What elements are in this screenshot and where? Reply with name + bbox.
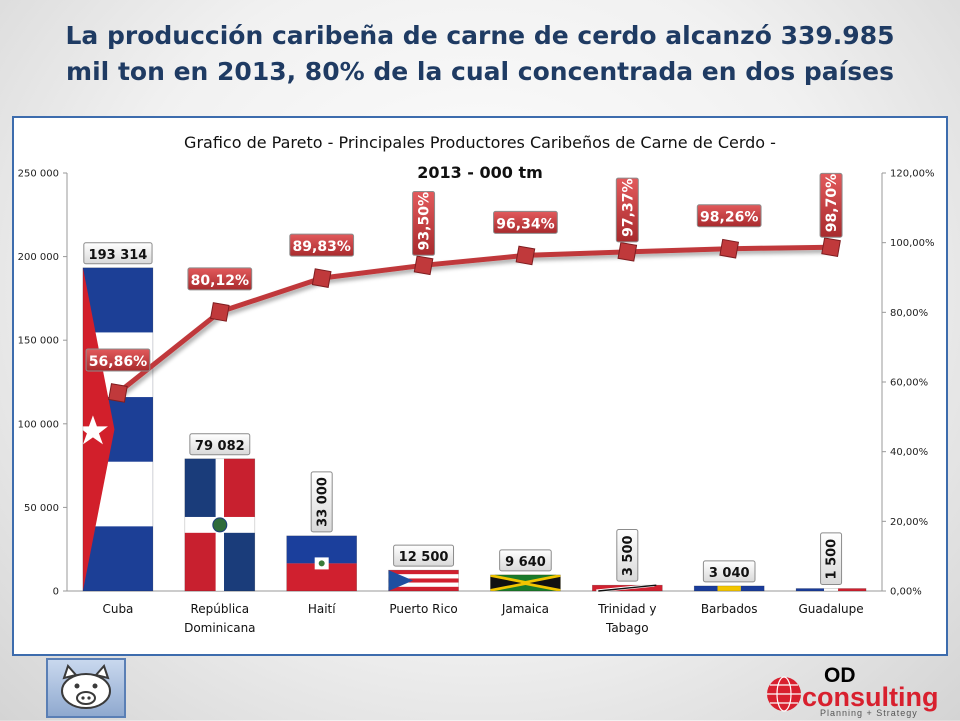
cumulative-point: [617, 241, 638, 262]
svg-text:98,26%: 98,26%: [700, 210, 758, 226]
y2-tick-label: 0,00%: [890, 587, 922, 598]
x-tick-label: Dominicana: [184, 621, 255, 635]
cumulative-label: 98,70%: [819, 172, 843, 238]
value-label: 3 040: [702, 560, 756, 583]
svg-text:89,83%: 89,83%: [293, 239, 351, 255]
cumulative-label: 89,83%: [289, 233, 355, 257]
x-tick-label: Guadalupe: [798, 602, 863, 616]
y-tick-label: 150 000: [18, 336, 59, 347]
cumulative-label: 97,37%: [615, 177, 639, 243]
x-tick-label: Puerto Rico: [389, 602, 457, 616]
od-consulting-logo: OD consulting Planning + Strategy: [767, 664, 939, 718]
brand-od-text: OD: [824, 664, 856, 687]
bar-outline: [490, 574, 561, 592]
svg-text:1 500: 1 500: [825, 539, 840, 580]
svg-text:96,34%: 96,34%: [496, 216, 554, 232]
value-label: 12 500: [393, 544, 455, 567]
bar-outline: [82, 267, 154, 592]
pig-logo: [46, 658, 126, 718]
cumulative-point: [515, 245, 536, 266]
bar-outline: [388, 569, 459, 592]
svg-text:56,86%: 56,86%: [89, 354, 147, 370]
svg-text:80,12%: 80,12%: [191, 273, 249, 289]
y2-tick-label: 20,00%: [890, 517, 928, 528]
bar-haiti-flag: [286, 535, 357, 592]
bar-cuba-flag: [77, 267, 154, 592]
value-label: 1 500: [820, 532, 843, 585]
x-tick-label: República: [190, 602, 249, 616]
bar-outline: [592, 584, 663, 592]
y-tick-label: 50 000: [24, 503, 59, 514]
svg-text:193 314: 193 314: [89, 248, 148, 263]
cumulative-point: [413, 255, 434, 276]
x-tick-label: Cuba: [102, 602, 133, 616]
pareto-chart: Grafico de Pareto - Principales Producto…: [18, 133, 935, 635]
x-tick-label: Haití: [308, 602, 336, 616]
svg-text:12 500: 12 500: [399, 550, 449, 565]
headline-line-2: mil ton en 2013, 80% de la cual concentr…: [66, 57, 894, 86]
svg-text:3 500: 3 500: [621, 535, 636, 576]
bar-barbados-flag: [693, 585, 765, 592]
y2-tick-label: 80,00%: [890, 308, 928, 319]
cumulative-label: 96,34%: [493, 210, 558, 234]
bar-dominican-flag: [184, 458, 256, 592]
chart-title-line-1: Grafico de Pareto - Principales Producto…: [184, 133, 776, 152]
svg-text:97,37%: 97,37%: [620, 179, 636, 237]
cumulative-label: 93,50%: [412, 191, 436, 256]
bar-puerto-rico-flag: [388, 569, 459, 592]
cumulative-point: [821, 237, 841, 258]
y-tick-label: 250 000: [18, 169, 59, 180]
headline-line-1: La producción caribeña de carne de cerdo…: [65, 21, 895, 50]
bar-trinidad-flag: [592, 583, 663, 593]
svg-text:9 640: 9 640: [505, 555, 546, 570]
x-tick-label: Barbados: [701, 602, 758, 616]
x-tick-label: Trinidad y: [597, 602, 656, 616]
y-tick-label: 100 000: [18, 419, 59, 430]
cumulative-label: 98,26%: [696, 204, 762, 228]
cumulative-point: [719, 238, 740, 259]
chart-frame: [12, 116, 948, 656]
value-label: 79 082: [189, 433, 251, 456]
bar-outline: [795, 588, 867, 592]
cumulative-label: 80,12%: [187, 267, 253, 291]
bar-jamaica-flag: [490, 574, 561, 592]
svg-text:3 040: 3 040: [709, 566, 750, 581]
svg-text:93,50%: 93,50%: [417, 192, 433, 250]
svg-text:33 000: 33 000: [315, 477, 330, 527]
bar-outline: [286, 535, 357, 592]
value-label: 9 640: [499, 549, 552, 572]
value-label: 3 500: [616, 529, 639, 582]
bar-outline: [693, 585, 765, 592]
cumulative-point: [108, 383, 128, 403]
svg-text:98,70%: 98,70%: [824, 174, 840, 232]
bar-guadeloupe-flag: [795, 588, 867, 592]
cumulative-point: [209, 302, 230, 322]
y2-tick-label: 100,00%: [890, 238, 935, 249]
bar-outline: [184, 458, 256, 592]
brand-tagline-text: Planning + Strategy: [820, 708, 918, 718]
cumulative-label: 56,86%: [85, 348, 151, 372]
value-label: 193 314: [83, 242, 153, 265]
y2-tick-label: 120,00%: [890, 169, 935, 180]
brand-name-text: consulting: [802, 682, 939, 712]
cumulative-point: [311, 268, 332, 288]
svg-text:79 082: 79 082: [195, 439, 245, 454]
slide-headline: La producción caribeña de carne de cerdo…: [0, 18, 960, 90]
y2-tick-label: 60,00%: [890, 378, 928, 389]
cumulative-line: [116, 244, 832, 395]
x-tick-label: Jamaica: [501, 602, 549, 616]
x-tick-label: Tabago: [605, 621, 649, 635]
value-label: 33 000: [310, 471, 333, 533]
y2-tick-label: 40,00%: [890, 447, 928, 458]
chart-title-line-2: 2013 - 000 tm: [417, 163, 543, 182]
y-tick-label: 200 000: [18, 252, 59, 263]
y-tick-label: 0: [53, 587, 59, 598]
